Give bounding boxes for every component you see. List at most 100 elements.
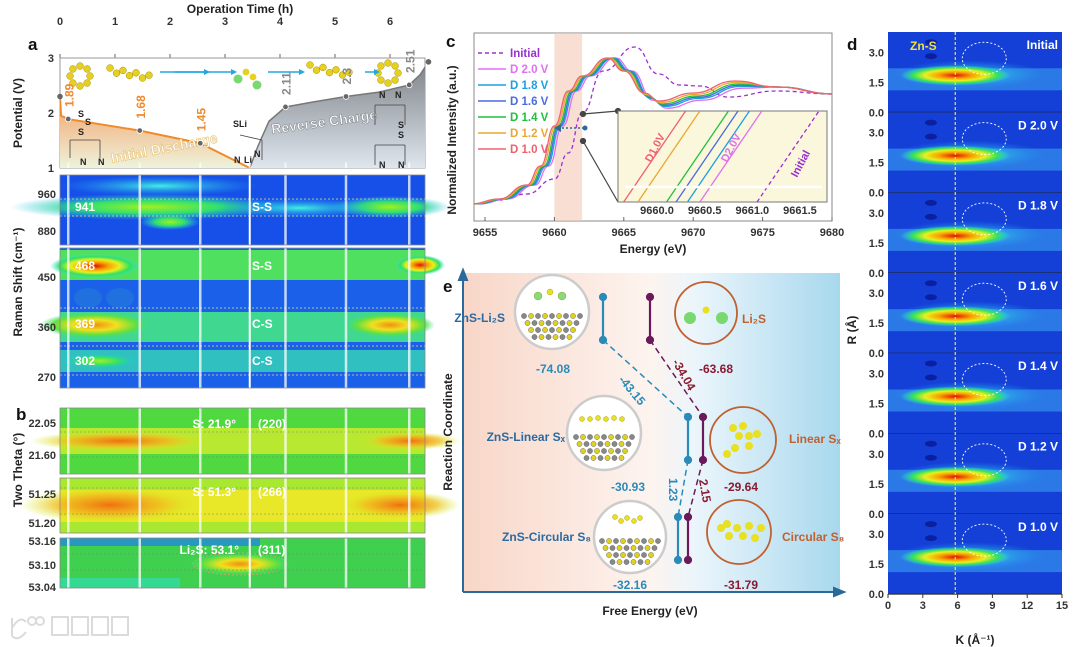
sulfur-atom [83, 79, 91, 87]
two-theta-tick: 53.04 [28, 582, 56, 594]
sulfur-atom [106, 64, 114, 72]
slab-atom [552, 320, 559, 326]
r-tick: 1.5 [869, 479, 884, 491]
slab-atom [630, 559, 637, 565]
highlight-ellipse [961, 41, 1007, 75]
inset-tick: 9660.5 [688, 205, 722, 217]
wavelet-panel: 0.0 1.5 3.0 D 2.0 V [869, 112, 1062, 200]
adsorbate-atom [546, 288, 554, 296]
r-tick: 3.0 [869, 529, 884, 541]
slab-atom [618, 441, 625, 447]
xrd-plane-266: (266) [258, 485, 286, 499]
slab-atom [608, 434, 614, 440]
sulfur-atom [76, 62, 84, 70]
wavelet-peak [900, 466, 1011, 487]
k-tick: 15 [1056, 600, 1068, 612]
slab-atom [566, 320, 573, 326]
molecule-atom [731, 444, 739, 452]
slab-atom [545, 334, 552, 340]
wavelet-spot [924, 535, 937, 542]
potential-value-label: 2.3 [340, 67, 354, 84]
wavelet-panel: 0.0 1.5 3.0 D 1.2 V [869, 433, 1062, 521]
panel-label-d: d [847, 35, 857, 54]
xanes-curves [474, 46, 832, 205]
slab-atom [531, 334, 538, 340]
slab-atom [573, 320, 580, 326]
molecule-atom [725, 532, 733, 540]
slab-atom [556, 327, 562, 333]
slab-atom [524, 320, 531, 326]
slab-atom [622, 434, 628, 440]
structure-atom-label: S [398, 130, 404, 140]
slab-atom [613, 538, 619, 544]
sulfur-atom [319, 63, 327, 72]
slab-atom [597, 441, 604, 447]
arrow-head-icon [299, 69, 305, 75]
r-tick: 1.5 [869, 77, 884, 89]
free-molecule-circle [674, 281, 738, 345]
energy-axis-ticks: 9655 9660 9665 9670 9675 9680 [473, 217, 844, 239]
slab-atom [570, 313, 576, 319]
potential-tick: 2 [48, 108, 54, 120]
slab-atom [634, 552, 640, 558]
molecule-atom [745, 432, 753, 440]
wavelet-panel-label: D 1.8 V [1018, 199, 1058, 213]
sulfur-atom [83, 65, 91, 73]
legend-label: D 1.8 V [510, 80, 549, 92]
sulfur-atom [86, 72, 94, 80]
slab-atom [611, 455, 618, 461]
slab-atom [627, 552, 633, 558]
molecule-atom [739, 422, 747, 430]
arrow-head-icon [374, 69, 380, 75]
slab-atom [590, 455, 597, 461]
wavelet-panel: 0.0 1.5 3.0 D 1.0 V [869, 513, 1062, 601]
potential-value-label: 2.51 [403, 49, 417, 73]
slab-atom [630, 545, 637, 551]
time-tick: 4 [277, 16, 284, 28]
wavelet-peak [900, 386, 1011, 407]
state-name-zns-li2s: ZnS-Li₂S [454, 311, 505, 325]
wavelet-spot [924, 374, 937, 381]
wavelet-spot [924, 199, 937, 206]
time-tick: 2 [167, 16, 173, 28]
slab-atom [597, 455, 604, 461]
k-tick: 6 [955, 600, 961, 612]
time-tick: 5 [332, 16, 338, 28]
energy-axis-title: Energy (eV) [620, 242, 687, 256]
raman-tick: 360 [38, 322, 56, 334]
wavelet-spot [924, 294, 937, 301]
slab-atom [570, 327, 576, 333]
panel-b: b Two Theta (°) 22. [11, 405, 460, 594]
slab-atom [648, 552, 654, 558]
structure-atom-label: N [379, 160, 386, 170]
delta-zns-2: 1.23 [666, 478, 680, 502]
structure-atom-label: N [234, 155, 241, 165]
sulfur-atom [377, 76, 385, 84]
sulfur-atom [306, 61, 314, 69]
time-tick: 0 [57, 16, 63, 28]
adsorbate-atom [579, 416, 585, 422]
energy-zns-li2s: -74.08 [536, 362, 570, 376]
charge-area [249, 67, 425, 168]
wavelet-panel: 0.0 1.5 3.0 D 1.6 V [869, 272, 1062, 360]
xrd-peak-li2s-53-1: Li₂S: 53.1° [180, 543, 240, 557]
wavelet-peak [900, 225, 1011, 246]
zns-slab-circle [592, 499, 668, 575]
r-tick: 3.0 [869, 128, 884, 140]
slab-atom [611, 441, 618, 447]
slab-atom [566, 334, 573, 340]
slab-atom [563, 313, 569, 319]
raman-assign-c-s: C-S [252, 354, 273, 368]
structure-atom-label: SLi [233, 119, 247, 129]
molecule-atom [723, 520, 731, 528]
slab-atom [542, 327, 548, 333]
sulfur-atom [384, 59, 392, 67]
structure-atom-label: N [98, 157, 105, 167]
slab-atom [655, 538, 661, 544]
time-axis-title: Operation Time (h) [187, 2, 293, 16]
adsorbate-atom [631, 518, 637, 524]
sulfur-atom [138, 74, 147, 82]
slab-atom [604, 441, 611, 447]
structure-atom-label: Li [244, 155, 252, 165]
